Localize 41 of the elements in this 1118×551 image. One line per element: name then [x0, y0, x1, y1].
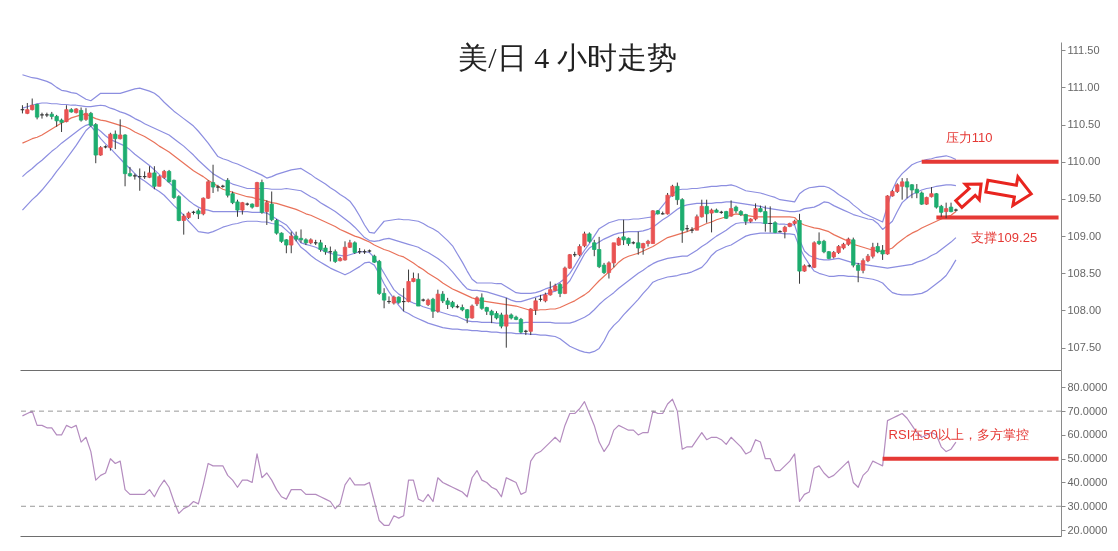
candlestick: [909, 183, 915, 199]
candlestick: [704, 199, 709, 224]
candlestick: [39, 112, 45, 120]
y-tick-label: 109.50: [1067, 192, 1102, 205]
candlestick: [269, 191, 274, 222]
candlestick: [641, 242, 646, 256]
candlestick: [504, 297, 509, 349]
candlestick: [729, 199, 734, 218]
y-tick-label: 110.50: [1067, 118, 1101, 131]
y-tick-label: 70.0000: [1067, 404, 1108, 417]
y-tick-label: 60.0000: [1067, 428, 1108, 441]
y-tick-label: 20.0000: [1067, 523, 1108, 536]
candlestick: [113, 130, 118, 150]
candlestick: [904, 177, 910, 199]
y-tick-label: 111.00: [1067, 80, 1100, 93]
candlestick: [435, 289, 440, 314]
y-tick-label: 108.50: [1067, 266, 1102, 279]
series-label: 支撑109.25: [971, 229, 1038, 245]
candlestick: [215, 184, 221, 192]
y-tick-label: 50.0000: [1067, 452, 1108, 465]
y-tick-label: 108.00: [1067, 304, 1102, 316]
candlestick: [636, 231, 641, 256]
candlestick: [264, 199, 269, 226]
candlestick: [430, 297, 436, 319]
candlestick: [44, 112, 49, 118]
candlestick: [289, 231, 294, 254]
candlestick: [342, 240, 348, 262]
y-tick-label: 80.0000: [1067, 380, 1108, 393]
y-tick-label: 109.00: [1067, 229, 1102, 242]
candlestick: [132, 173, 137, 181]
candlestick: [152, 165, 157, 190]
y-tick-label: 110.00: [1067, 155, 1101, 168]
candlestick: [210, 164, 216, 194]
y-tick-label: 111.50: [1067, 43, 1100, 56]
candlestick: [83, 107, 89, 122]
y-tick-label: 30.0000: [1067, 499, 1108, 512]
series-label: 压力110: [945, 129, 993, 145]
chart-title: 美/日 4 小时走势: [458, 41, 677, 74]
y-tick-label: 40.0000: [1067, 475, 1108, 488]
candlestick: [944, 202, 949, 219]
y-tick-label: 107.50: [1067, 341, 1102, 354]
